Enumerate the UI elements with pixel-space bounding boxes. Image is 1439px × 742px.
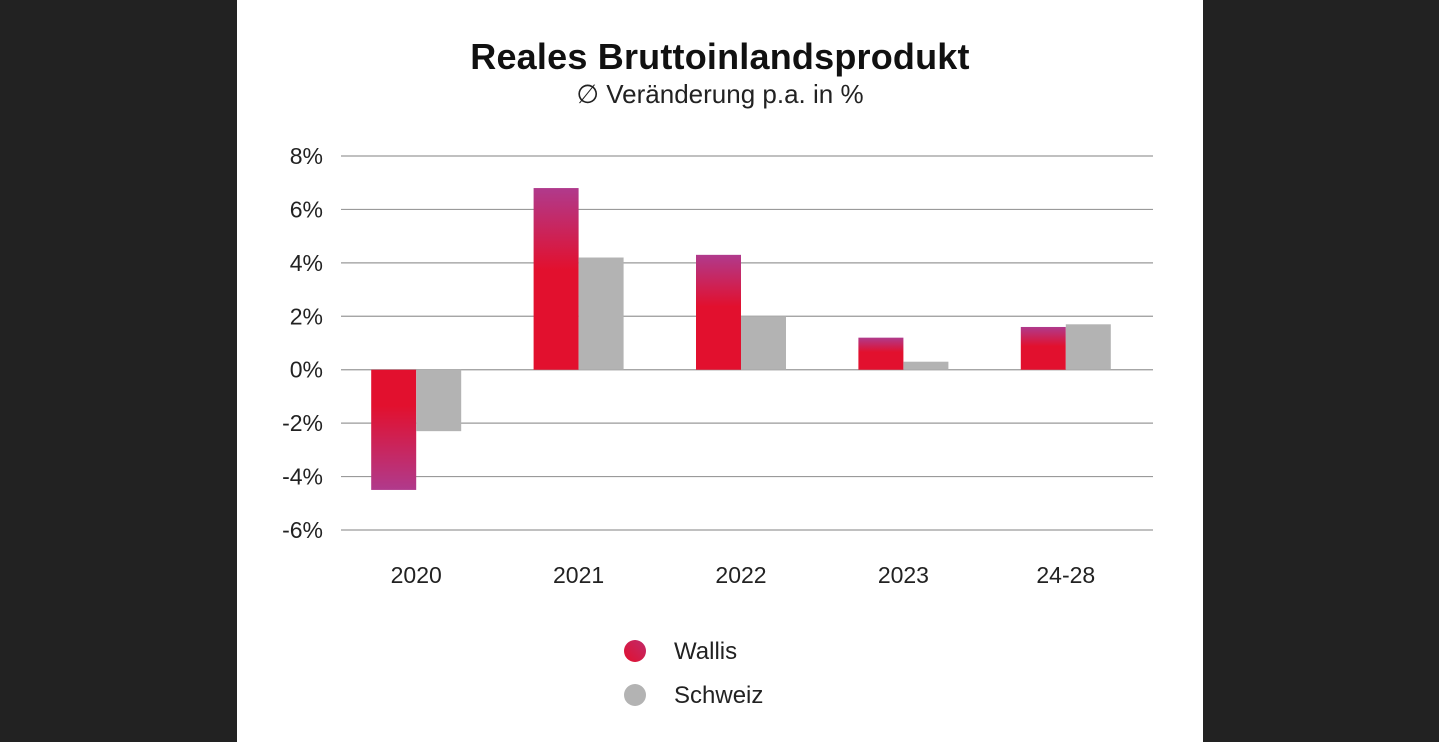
- bar-wallis-2020: [371, 369, 417, 490]
- bar-schweiz-24-28: [1065, 324, 1111, 370]
- bar-schweiz-2022: [741, 316, 786, 370]
- chart-title: Reales Bruttoinlandsprodukt: [470, 36, 970, 77]
- gridlines: [341, 155, 1153, 531]
- x-tick-label: 2021: [553, 562, 604, 588]
- x-tick-label: 2020: [391, 562, 442, 588]
- legend: Wallis Schweiz: [624, 638, 763, 709]
- x-tick-label: 2023: [878, 562, 929, 588]
- y-tick-label: -6%: [282, 517, 323, 543]
- y-tick-label: -4%: [282, 464, 323, 490]
- bar-schweiz-2021: [578, 257, 624, 370]
- bar-schweiz-2023: [903, 361, 949, 370]
- bar-wallis-24-28: [1020, 326, 1066, 370]
- bars: [371, 188, 1111, 490]
- bar-chart: 8% 6% 4% 2% 0% -2% -4% -6% 2020 2021 2022 2023 24-28…: [282, 143, 1153, 709]
- y-tick-label: 6%: [290, 196, 323, 222]
- bar-wallis-2022: [696, 254, 741, 370]
- x-tick-label: 24-28: [1036, 562, 1095, 588]
- y-tick-label: 2%: [290, 303, 323, 329]
- y-tick-label: 4%: [290, 250, 323, 276]
- x-tick-label: 2022: [715, 562, 766, 588]
- bar-wallis-2021: [533, 188, 579, 370]
- bar-schweiz-2020: [416, 369, 462, 432]
- chart-subtitle: ∅ Veränderung p.a. in %: [576, 79, 864, 109]
- y-tick-label: -2%: [282, 410, 323, 436]
- axis-labels: 8% 6% 4% 2% 0% -2% -4% -6% 2020 2021 2022 2023 24-28: [282, 143, 1095, 588]
- chart-panel: Reales Bruttoinlandsprodukt ∅ Veränderun…: [237, 0, 1203, 742]
- legend-label-wallis: Wallis: [674, 638, 737, 665]
- legend-label-schweiz: Schweiz: [674, 682, 763, 709]
- y-tick-label: 8%: [290, 143, 323, 169]
- legend-swatch-wallis: [624, 640, 646, 662]
- legend-swatch-schweiz: [624, 684, 646, 706]
- y-tick-label: 0%: [290, 357, 323, 383]
- bar-wallis-2023: [858, 337, 904, 370]
